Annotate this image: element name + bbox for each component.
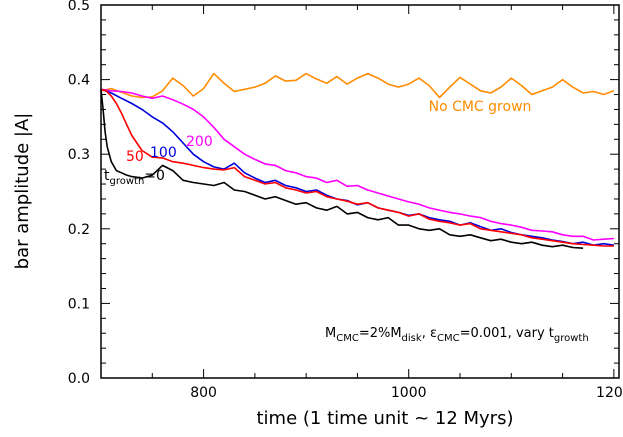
series-line-3 — [100, 88, 614, 247]
series-line-0 — [100, 72, 615, 99]
y-axis-title: bar amplitude |A| — [12, 113, 33, 270]
plot-frame — [100, 4, 620, 379]
y-tick-label: 0.1 — [68, 296, 90, 312]
label-tgrowth-eq: =0 — [144, 168, 165, 184]
x-tick-label: 1000 — [391, 385, 427, 401]
y-tick-label: 0.5 — [68, 0, 90, 14]
series-line-1 — [100, 88, 614, 241]
label-50: 50 — [126, 149, 144, 165]
ann-eq1: =2%M — [359, 326, 402, 341]
y-tick-label: 0.4 — [68, 73, 90, 89]
label-tgrowth-t: t — [104, 168, 110, 184]
parameter-annotation: MCMC=2%Mdisk, εCMC=0.001, vary tgrowth — [325, 326, 589, 344]
ann-cmc-sub1: CMC — [336, 333, 359, 344]
y-tick-label: 0.2 — [68, 222, 90, 238]
y-tick-label: 0.3 — [68, 147, 90, 163]
ann-comma: , — [422, 326, 430, 341]
ann-eps: ε — [430, 326, 437, 341]
series-layer — [100, 72, 615, 249]
label-100: 100 — [150, 145, 177, 161]
x-tick-label: 800 — [190, 385, 217, 401]
label-tgrowth-sub: growth — [110, 176, 145, 187]
series-line-2 — [100, 88, 615, 246]
ann-M: M — [325, 326, 336, 341]
label-no-cmc: No CMC grown — [429, 99, 532, 115]
label-200: 200 — [186, 134, 213, 150]
label-tgrowth: tgrowth=0 — [104, 168, 165, 187]
series-line-4 — [100, 89, 584, 249]
x-axis-title: time (1 time unit ~ 12 Myrs) — [257, 408, 514, 429]
ann-growth-sub: growth — [554, 333, 589, 344]
y-tick-label: 0.0 — [68, 371, 90, 387]
ann-disk-sub: disk — [402, 333, 422, 344]
ann-cmc-sub2: CMC — [437, 333, 460, 344]
ann-eq2: =0.001, vary t — [460, 326, 554, 341]
